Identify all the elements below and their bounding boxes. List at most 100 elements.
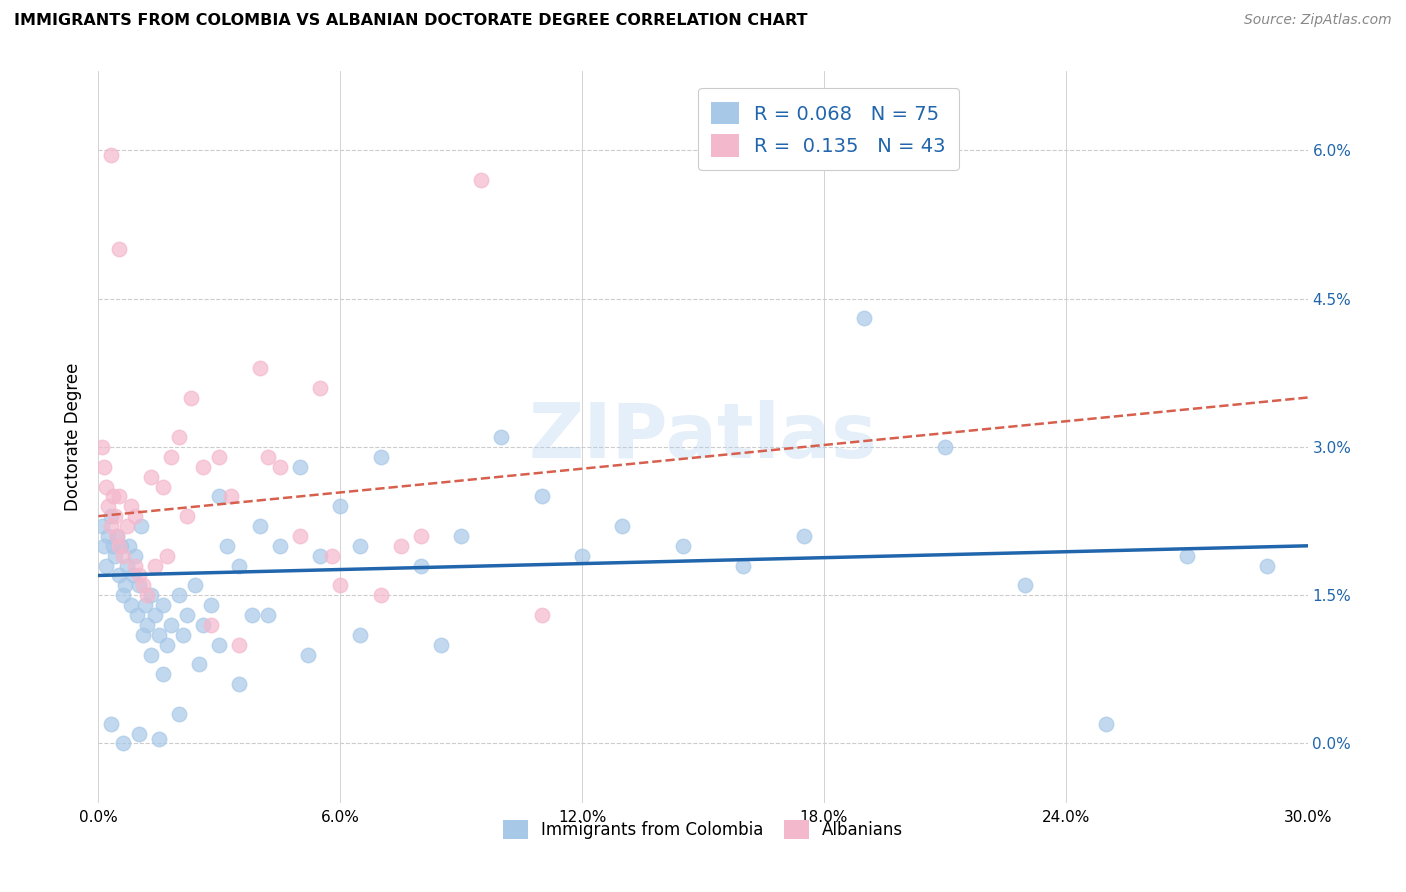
Point (96, 479, 118, 493)
Y-axis label: Doctorate Degree: Doctorate Degree (65, 363, 83, 511)
Point (571, 549, 593, 563)
Point (134, 598, 156, 612)
Point (111, 737, 134, 751)
Point (110, 539, 132, 553)
Point (297, 648, 319, 662)
Point (329, 500, 352, 514)
Text: ZIPatlas: ZIPatlas (529, 401, 877, 474)
Point (184, 578, 207, 592)
Point (115, 558, 138, 573)
Point (309, 381, 332, 395)
Point (221, 489, 243, 503)
Point (329, 578, 352, 592)
Point (115, 519, 138, 533)
Point (793, 529, 815, 543)
Point (1095, 716, 1118, 731)
Point (256, 607, 278, 622)
Point (1175, 549, 1198, 563)
Point (470, 173, 492, 187)
Point (105, 529, 128, 543)
Point (100, 716, 122, 731)
Point (91, 519, 114, 533)
Point (249, 519, 271, 533)
Point (93, 539, 115, 553)
Point (120, 500, 142, 514)
Point (309, 549, 332, 563)
Point (167, 430, 190, 444)
Point (530, 489, 553, 503)
Point (430, 638, 453, 652)
Point (288, 459, 311, 474)
Point (148, 628, 170, 642)
Point (118, 539, 141, 553)
Point (193, 459, 215, 474)
Point (672, 539, 695, 553)
Point (370, 450, 392, 464)
Point (530, 607, 553, 622)
Point (107, 242, 129, 256)
Point (114, 578, 136, 592)
Point (103, 509, 125, 524)
Point (200, 598, 222, 612)
Point (121, 568, 143, 582)
Point (139, 469, 162, 483)
Point (101, 539, 124, 553)
Point (132, 578, 155, 592)
Point (139, 648, 162, 662)
Point (100, 148, 122, 162)
Point (269, 539, 291, 553)
Point (208, 450, 231, 464)
Text: IMMIGRANTS FROM COLOMBIA VS ALBANIAN DOCTORATE DEGREE CORRELATION CHART: IMMIGRANTS FROM COLOMBIA VS ALBANIAN DOC… (14, 13, 807, 29)
Point (125, 607, 148, 622)
Point (156, 549, 179, 563)
Point (256, 450, 278, 464)
Point (200, 618, 222, 632)
Point (128, 726, 150, 740)
Point (240, 607, 263, 622)
Point (91, 440, 114, 454)
Point (135, 588, 157, 602)
Point (1256, 558, 1278, 573)
Point (107, 489, 129, 503)
Point (409, 529, 432, 543)
Point (124, 549, 146, 563)
Point (188, 657, 211, 672)
Point (409, 558, 432, 573)
Point (101, 489, 124, 503)
Point (111, 588, 134, 602)
Point (176, 509, 198, 524)
Point (139, 588, 162, 602)
Point (152, 479, 174, 493)
Point (135, 618, 157, 632)
Point (148, 731, 170, 746)
Point (100, 509, 122, 524)
Point (853, 311, 876, 326)
Point (612, 519, 634, 533)
Point (1014, 578, 1036, 592)
Point (152, 598, 174, 612)
Point (105, 529, 128, 543)
Point (228, 558, 250, 573)
Point (228, 638, 250, 652)
Point (208, 489, 231, 503)
Point (120, 598, 142, 612)
Point (349, 539, 371, 553)
Point (321, 549, 343, 563)
Point (193, 618, 215, 632)
Point (249, 360, 271, 375)
Point (172, 628, 194, 642)
Point (733, 558, 755, 573)
Point (132, 628, 155, 642)
Point (143, 607, 166, 622)
Point (100, 519, 122, 533)
Point (97, 500, 120, 514)
Point (934, 440, 956, 454)
Point (180, 391, 202, 405)
Text: Source: ZipAtlas.com: Source: ZipAtlas.com (1244, 13, 1392, 28)
Point (124, 558, 146, 573)
Point (124, 509, 146, 524)
Point (160, 450, 183, 464)
Point (111, 549, 134, 563)
Point (450, 529, 472, 543)
Point (143, 558, 166, 573)
